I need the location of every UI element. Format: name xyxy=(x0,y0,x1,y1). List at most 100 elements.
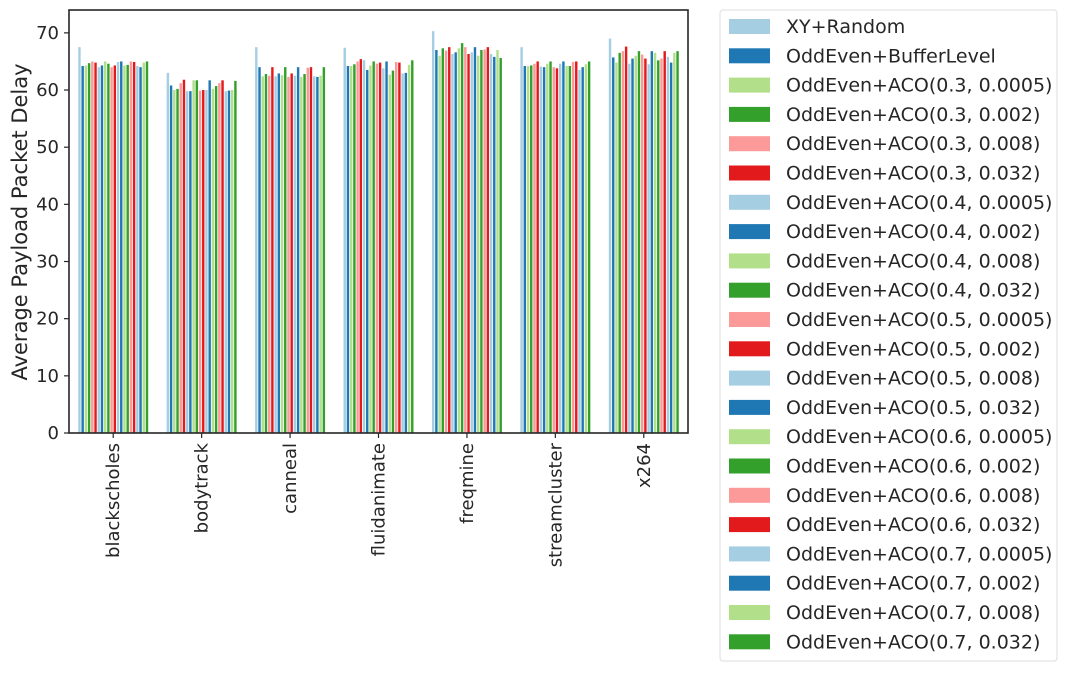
x-tick-label-streamcluster: streamcluster xyxy=(545,442,566,567)
bar-fluidanimate-series-10 xyxy=(375,63,379,433)
bar-canneal-series-19 xyxy=(316,76,319,433)
bar-x264-series-11 xyxy=(644,58,647,434)
bar-fluidanimate-series-6 xyxy=(362,60,366,434)
bar-x264-series-16 xyxy=(660,58,663,434)
bar-freqmine-series-20 xyxy=(496,50,499,433)
bar-freqmine-series-15 xyxy=(480,50,483,433)
y-tick-label: 40 xyxy=(36,194,59,215)
bar-bodytrack-series-3 xyxy=(176,88,179,433)
legend-swatch xyxy=(729,312,770,327)
bar-blackscholes-series-4 xyxy=(91,61,94,433)
bar-fluidanimate-series-4 xyxy=(356,61,359,433)
y-tick-label: 0 xyxy=(48,423,59,444)
legend: XY+Random OddEven+BufferLevel OddEven+ACO(… xyxy=(719,9,1058,662)
bar-x264-series-6 xyxy=(628,63,631,433)
bar-canneal-series-7 xyxy=(277,73,281,433)
y-tick-label: 50 xyxy=(36,137,59,158)
bar-blackscholes-series-13 xyxy=(120,61,123,433)
bar-freqmine-series-11 xyxy=(467,54,470,433)
bar-canneal-series-21 xyxy=(322,67,326,433)
legend-swatch xyxy=(729,487,770,503)
bar-streamcluster-series-20 xyxy=(584,64,588,434)
bar-x264-series-14 xyxy=(653,52,657,434)
legend-swatch xyxy=(729,165,770,181)
bar-fluidanimate-series-14 xyxy=(388,74,391,433)
legend-swatch xyxy=(729,517,770,533)
bar-canneal-series-5 xyxy=(271,67,274,433)
bar-canneal-series-12 xyxy=(293,75,297,434)
y-axis: 0 10 20 30 40 50 60 70 xyxy=(36,23,69,444)
bar-blackscholes-series-7 xyxy=(100,65,104,433)
bar-streamcluster-series-21 xyxy=(587,61,591,433)
x-tick-label-x264: x264 xyxy=(634,443,655,488)
bar-blackscholes-series-0 xyxy=(78,47,81,433)
legend-swatch xyxy=(729,253,770,269)
bar-fluidanimate-series-19 xyxy=(404,72,408,433)
legend-label: OddEven+ACO(0.7, 0.032) xyxy=(786,631,1040,653)
bar-blackscholes-series-5 xyxy=(94,62,97,434)
bar-x264-series-9 xyxy=(637,51,641,433)
y-tick-label: 60 xyxy=(36,80,59,101)
legend-label: OddEven+ACO(0.4, 0.032) xyxy=(786,280,1040,302)
bar-x264-series-18 xyxy=(666,56,670,434)
bar-blackscholes-series-21 xyxy=(145,61,149,433)
bar-freqmine-series-3 xyxy=(441,48,445,434)
bar-canneal-series-16 xyxy=(306,67,309,433)
plot-frame xyxy=(68,9,689,434)
bar-freqmine-series-6 xyxy=(451,54,454,433)
bar-fluidanimate-series-17 xyxy=(398,62,401,434)
bars-layer xyxy=(78,31,679,434)
bar-freqmine-series-16 xyxy=(483,49,486,433)
legend-label: OddEven+ACO(0.3, 0.002) xyxy=(786,104,1040,126)
bar-fluidanimate-series-0 xyxy=(343,47,346,433)
legend-swatch xyxy=(729,341,770,357)
legend-swatch xyxy=(729,605,770,620)
legend-frame xyxy=(719,9,1058,662)
bar-blackscholes-series-10 xyxy=(110,67,113,433)
bar-bodytrack-series-7 xyxy=(189,91,192,434)
bar-freqmine-series-12 xyxy=(470,52,473,434)
bar-canneal-series-11 xyxy=(290,73,293,433)
bar-bodytrack-series-10 xyxy=(198,90,202,433)
bar-x264-series-0 xyxy=(608,38,612,433)
bar-freqmine-series-19 xyxy=(493,56,496,434)
x-tick-label-blackscholes: blackscholes xyxy=(103,443,124,558)
bar-x264-series-2 xyxy=(615,62,618,434)
bar-streamcluster-series-13 xyxy=(562,61,565,433)
bar-blackscholes-series-19 xyxy=(139,67,142,433)
bar-streamcluster-series-2 xyxy=(526,66,530,434)
bar-freqmine-series-14 xyxy=(476,55,480,433)
bar-fluidanimate-series-1 xyxy=(346,66,350,434)
legend-swatch xyxy=(729,77,770,93)
legend-swatch xyxy=(729,546,770,562)
x-axis: blackscholes bodytrack canneal fluidanimate… xyxy=(103,433,655,567)
bar-freqmine-series-8 xyxy=(457,48,461,434)
bar-canneal-series-18 xyxy=(312,76,316,433)
bar-freqmine-series-10 xyxy=(464,47,467,433)
legend-swatch xyxy=(729,282,770,298)
bar-fluidanimate-series-21 xyxy=(411,60,414,434)
bar-blackscholes-series-3 xyxy=(87,63,91,433)
bar-bodytrack-series-5 xyxy=(182,79,186,434)
bar-x264-series-1 xyxy=(612,57,615,433)
bar-blackscholes-series-17 xyxy=(132,62,136,434)
bar-blackscholes-series-6 xyxy=(97,67,100,433)
bar-x264-series-7 xyxy=(631,58,634,434)
bar-fluidanimate-series-12 xyxy=(382,68,385,433)
bar-canneal-series-4 xyxy=(267,75,271,434)
y-tick-label: 20 xyxy=(36,309,59,330)
bar-bodytrack-series-14 xyxy=(211,88,215,433)
bar-canneal-series-17 xyxy=(309,67,313,433)
bar-x264-series-19 xyxy=(669,62,673,434)
legend-label: OddEven+ACO(0.5, 0.008) xyxy=(786,368,1040,390)
bar-bodytrack-series-19 xyxy=(227,90,231,433)
bar-bodytrack-series-15 xyxy=(214,86,218,433)
legend-label: OddEven+ACO(0.7, 0.008) xyxy=(786,602,1040,624)
bar-bodytrack-series-12 xyxy=(205,90,208,433)
bar-streamcluster-series-15 xyxy=(568,66,572,434)
bar-canneal-series-2 xyxy=(261,76,264,433)
bar-freqmine-series-4 xyxy=(444,50,448,434)
legend-label: OddEven+ACO(0.3, 0.0005) xyxy=(786,75,1052,97)
bar-freqmine-series-21 xyxy=(499,58,502,434)
bar-bodytrack-series-2 xyxy=(173,90,176,433)
